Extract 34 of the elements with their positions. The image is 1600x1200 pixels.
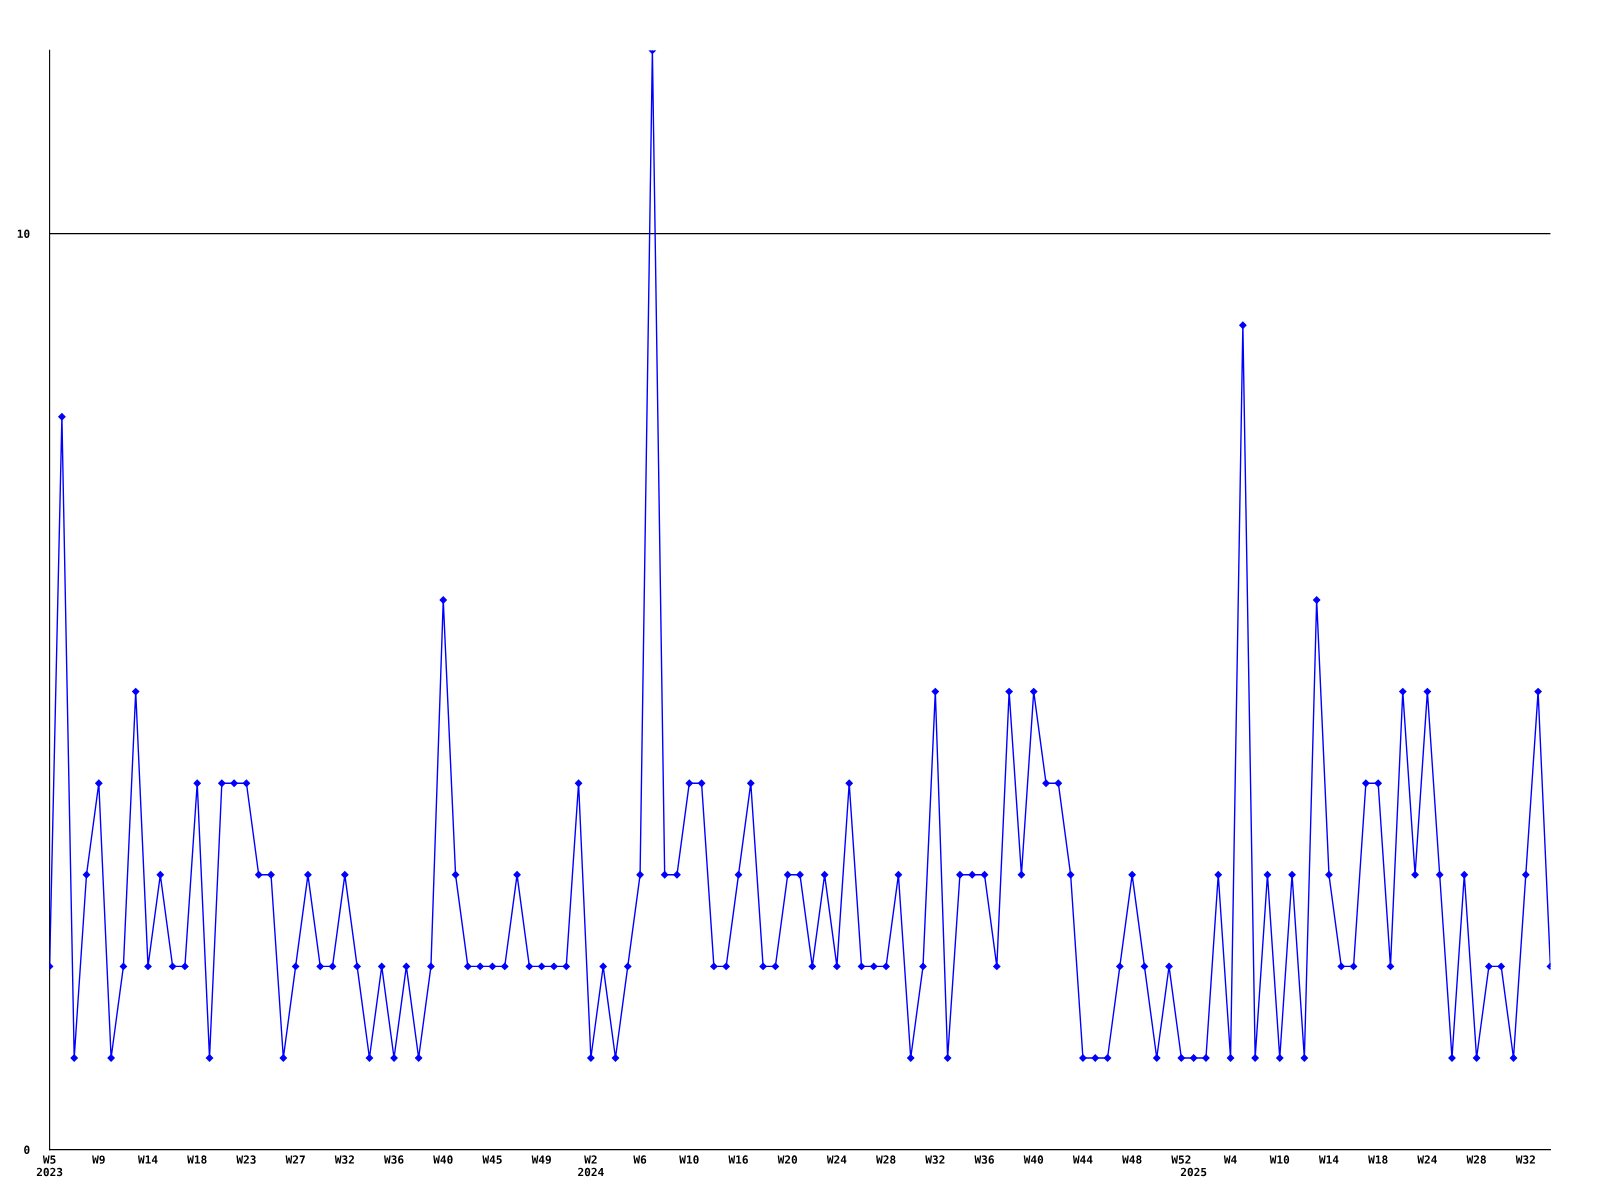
x-tick-label: W14	[137, 1155, 158, 1164]
x-tick-label: W9	[92, 1155, 105, 1164]
x-tick-label: 2025	[1180, 1167, 1207, 1177]
x-tick-label: W24	[1417, 1155, 1437, 1164]
x-tick-label: W45	[482, 1155, 502, 1164]
x-tick-label: W36	[384, 1155, 404, 1164]
x-tick-label: W20	[777, 1155, 798, 1164]
x-tick-label: W10	[1269, 1155, 1290, 1164]
x-tick-label: W16	[728, 1155, 748, 1164]
x-tick-label: W32	[334, 1155, 354, 1164]
x-tick-label: W10	[679, 1155, 699, 1164]
x-tick-label: W24	[826, 1155, 847, 1164]
y-tick-label: 0	[24, 1145, 30, 1154]
x-tick-label: W32	[925, 1155, 945, 1164]
x-tick-label: W28	[1466, 1155, 1486, 1164]
x-tick-label: W6	[633, 1155, 647, 1164]
x-tick-label: W4	[1223, 1155, 1237, 1164]
x-tick-label: W32	[1515, 1155, 1535, 1164]
x-tick-label: W14	[1318, 1155, 1339, 1164]
y-tick-label: 10	[17, 229, 30, 238]
x-tick-label: W18	[187, 1155, 207, 1164]
x-tick-label: W36	[974, 1155, 994, 1164]
x-tick-label: W48	[1122, 1155, 1142, 1164]
x-tick-label: W40	[433, 1155, 453, 1164]
x-tick-label: W28	[876, 1155, 896, 1164]
x-tick-label: W52	[1171, 1155, 1191, 1164]
x-tick-label: W44	[1072, 1155, 1093, 1164]
x-tick-label: W49	[531, 1155, 551, 1164]
x-tick-label: W23	[236, 1155, 256, 1164]
x-tick-label: W27	[285, 1155, 305, 1164]
x-tick-label: W5 2023	[36, 1155, 63, 1177]
x-tick-label: W18	[1368, 1155, 1388, 1164]
x-tick-label: W2 2024	[578, 1155, 604, 1177]
x-tick-label: W40	[1023, 1155, 1044, 1164]
